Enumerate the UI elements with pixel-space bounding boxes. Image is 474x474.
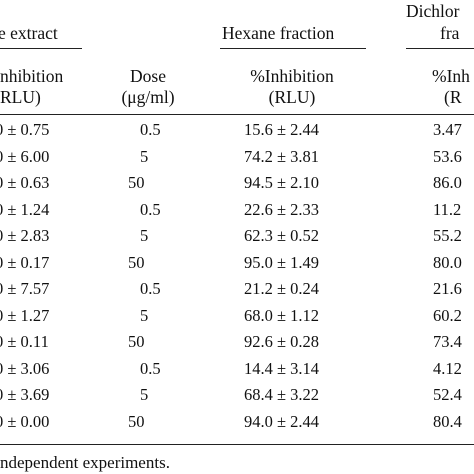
dichloro-inhibition-header-line1: %Inh <box>432 66 470 86</box>
dose-cell: 5 <box>140 146 149 166</box>
hexane-inhibition-cell: 92.6 ± 0.28 <box>244 332 320 351</box>
dichloro-inhibition-cell: 80.0 <box>433 252 462 272</box>
extract-inhibition-cell: 0 ± 0.11 <box>0 332 49 351</box>
extract-inhibition-cell: 0 ± 2.83 <box>0 226 50 245</box>
dichloro-inhibition-cell: 86.0 <box>433 173 462 192</box>
table-bottom-rule <box>0 444 474 446</box>
extract-inhibition-cell: 0 ± 0.75 <box>0 120 50 139</box>
hexane-inhibition-cell: 62.3 ± 0.52 <box>244 226 320 245</box>
dose-cell: 5 <box>140 226 149 245</box>
dichloro-inhibition-cell: 52.4 <box>433 385 462 404</box>
dose-cell: 0.5 <box>140 120 161 139</box>
dose-header-line1: Dose <box>130 66 166 86</box>
extract-inhibition-cell: 0 ± 3.06 <box>0 358 50 378</box>
hexane-inhibition-cell: 15.6 ± 2.44 <box>244 120 320 139</box>
hexane-group-rule <box>220 48 366 50</box>
hexane-inhibition-cell: 94.5 ± 2.10 <box>244 173 320 192</box>
hexane-inhibition-cell: 22.6 ± 2.33 <box>244 199 320 219</box>
dichloro-inhibition-cell: 73.4 <box>433 332 462 351</box>
extract-inhibition-header-line2: RLU) <box>0 87 41 107</box>
dichloro-inhibition-cell: 3.47 <box>433 120 462 139</box>
dichloro-inhibition-header-line2: (R <box>444 87 462 107</box>
extract-inhibition-cell: 0 ± 0.63 <box>0 173 50 192</box>
dichloro-inhibition-cell: 53.6 <box>433 146 462 166</box>
hexane-inhibition-cell: 68.0 ± 1.12 <box>244 305 320 325</box>
extract-inhibition-cell: 0 ± 3.69 <box>0 385 50 404</box>
dichloro-inhibition-cell: 60.2 <box>433 305 462 325</box>
extract-inhibition-cell: 0 ± 6.00 <box>0 146 50 166</box>
dose-cell: 5 <box>140 305 149 325</box>
dose-cell: 50 <box>128 411 145 431</box>
hexane-inhibition-header-line1: %Inhibition <box>250 66 334 86</box>
dichloro-inhibition-cell: 55.2 <box>433 226 462 245</box>
extract-inhibition-cell: 0 ± 0.17 <box>0 252 50 272</box>
dichloro-inhibition-cell: 11.2 <box>433 199 462 219</box>
dose-header-line2: (μg/ml) <box>121 87 175 107</box>
footnote: ndependent experiments. <box>0 453 170 472</box>
dichloro-group-header-line1: Dichlor <box>406 1 460 21</box>
dose-cell: 0.5 <box>140 199 161 219</box>
hexane-inhibition-header-line2: (RLU) <box>268 87 316 107</box>
dose-cell: 0.5 <box>140 358 161 378</box>
extract-inhibition-header-line1: nhibition <box>0 66 64 86</box>
extract-inhibition-cell: 0 ± 0.00 <box>0 411 50 431</box>
dose-cell: 5 <box>140 385 149 404</box>
dose-cell: 50 <box>128 173 145 192</box>
extract-inhibition-cell: 0 ± 1.24 <box>0 199 50 219</box>
dichloro-group-header-line2: fra <box>440 23 460 43</box>
hexane-inhibition-cell: 68.4 ± 3.22 <box>244 385 320 404</box>
hexane-inhibition-cell: 21.2 ± 0.24 <box>244 279 320 298</box>
hexane-inhibition-cell: 74.2 ± 3.81 <box>244 146 320 166</box>
dichloro-inhibition-cell: 80.4 <box>433 411 462 431</box>
extract-inhibition-cell: 0 ± 7.57 <box>0 279 50 298</box>
dose-cell: 0.5 <box>140 279 161 298</box>
dose-cell: 50 <box>128 332 145 351</box>
dichloro-inhibition-cell: 4.12 <box>433 358 462 378</box>
hexane-inhibition-cell: 14.4 ± 3.14 <box>244 358 320 378</box>
hexane-group-header: Hexane fraction <box>222 23 335 43</box>
header-bottom-rule <box>0 114 474 116</box>
dichloro-group-rule <box>406 48 474 50</box>
extract-group-rule <box>0 48 82 50</box>
dichloro-inhibition-cell: 21.6 <box>433 279 462 298</box>
extract-group-header: e extract <box>0 23 58 43</box>
hexane-inhibition-cell: 94.0 ± 2.44 <box>244 411 320 431</box>
extract-inhibition-cell: 0 ± 1.27 <box>0 305 50 325</box>
hexane-inhibition-cell: 95.0 ± 1.49 <box>244 252 320 272</box>
dose-cell: 50 <box>128 252 145 272</box>
